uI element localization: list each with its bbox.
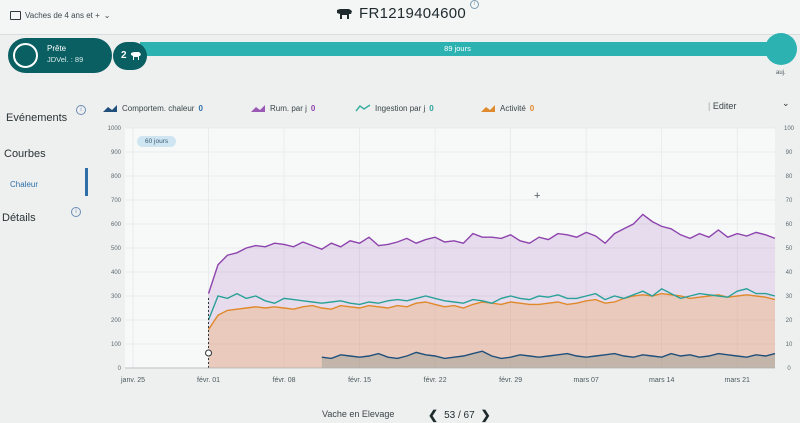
sidebar: Evénements i Courbes Chaleur Détails i (0, 100, 92, 400)
status-state: Prête (47, 44, 67, 53)
y-right-tick-label: 0 (787, 366, 791, 372)
legend-count: 0 (529, 103, 535, 113)
y-right-tick-label: 40 (786, 270, 793, 276)
bottom-navigation: Vache en Elevage ❮ 53 / 67 ❯ (0, 404, 800, 423)
events-info-icon[interactable]: i (76, 105, 86, 115)
status-pill: Prête JDVel. : 89 (8, 38, 112, 73)
y-right-tick-label: 80 (786, 174, 793, 180)
top-bar: Vaches de 4 ans et + ⌄ FR1219404600 i (0, 0, 800, 35)
legend-count: 0 (198, 103, 203, 113)
pager: ❮ 53 / 67 ❯ (428, 408, 491, 422)
y-left-tick-label: 600 (111, 222, 122, 228)
progress-days-label: 89 jours (444, 44, 471, 53)
lactation-badge: 2 (113, 42, 147, 70)
legend-item-activity[interactable]: Activité 0 (480, 103, 534, 113)
y-left-tick-label: 0 (118, 366, 122, 372)
edit-label: Editer (712, 101, 737, 111)
y-left-tick-label: 400 (111, 270, 122, 276)
x-tick-label: févr. 08 (273, 377, 296, 384)
herd-filter-label: Vaches de 4 ans et + (25, 11, 100, 20)
cow-state-label: Vache en Elevage (322, 409, 395, 419)
sidebar-item-heat[interactable]: Chaleur (10, 180, 39, 189)
sidebar-item-details[interactable]: Détails (2, 212, 36, 224)
line-chart: 0 0 100 10 200 20 300 30 400 40 500 50 600 60 700 70 800… (108, 126, 795, 384)
progress-end-marker (765, 33, 797, 65)
info-icon[interactable]: i (470, 0, 479, 9)
y-left-tick-label: 500 (111, 246, 122, 252)
x-tick-label: févr. 22 (424, 377, 447, 384)
y-left-tick-label: 300 (111, 294, 122, 300)
y-right-tick-label: 60 (786, 222, 793, 228)
herd-filter-dropdown[interactable]: Vaches de 4 ans et + ⌄ (10, 11, 111, 20)
status-ring-icon (13, 43, 38, 68)
legend-item-ingestion[interactable]: Ingestion par j 0 (355, 103, 434, 113)
area-chart-icon (251, 105, 265, 112)
y-left-tick-label: 200 (111, 318, 122, 324)
legend-count: 0 (310, 103, 316, 113)
y-right-tick-label: 10 (786, 342, 793, 348)
legend-label: Comportem. chaleur (122, 103, 195, 113)
y-right-tick-label: 90 (786, 150, 793, 156)
prev-cow-button[interactable]: ❮ (428, 408, 439, 422)
x-tick-label: mars 21 (725, 377, 750, 384)
folder-icon (10, 11, 21, 20)
chevron-down-icon[interactable]: ⌄ (782, 98, 790, 108)
y-right-tick-label: 50 (786, 246, 793, 252)
edit-divider: | (708, 101, 711, 111)
legend-count: 0 (429, 103, 434, 113)
series-line-ingestion-par-j (207, 287, 776, 321)
legend-item-rumination[interactable]: Rum. par j 0 (250, 103, 315, 113)
period-badge[interactable]: 60 jours (137, 136, 177, 147)
y-left-tick-label: 700 (111, 198, 122, 204)
chevron-down-icon: ⌄ (103, 11, 111, 20)
today-label: auj. (776, 70, 786, 76)
sidebar-item-events[interactable]: Evénements (6, 112, 68, 124)
series-area-rum-par-j (208, 214, 775, 368)
y-right-tick-label: 20 (786, 318, 793, 324)
x-tick-label: févr. 01 (197, 377, 220, 384)
status-jdvel: JDVel. : 89 (47, 55, 84, 64)
lactation-progress-bar: 89 jours (140, 42, 775, 56)
series-line-rum-par-j (207, 213, 776, 294)
cow-id-text: FR1219404600 (359, 5, 467, 22)
calving-marker-dot (205, 349, 213, 357)
y-right-tick-label: 30 (786, 294, 793, 300)
next-cow-button[interactable]: ❯ (480, 408, 491, 422)
active-indicator (85, 168, 88, 196)
chart-area: 0 0 100 10 200 20 300 30 400 40 500 50 600 60 700 70 800… (95, 118, 800, 390)
legend-label: Ingestion par j (375, 103, 426, 113)
line-chart-icon (355, 104, 371, 112)
y-left-tick-label: 800 (111, 174, 122, 180)
x-tick-label: févr. 29 (499, 377, 522, 384)
x-tick-label: mars 07 (574, 377, 599, 384)
calf-icon (131, 52, 141, 60)
cow-icon (337, 9, 352, 19)
y-left-tick-label: 1000 (108, 126, 122, 132)
legend-label: Rum. par j (270, 103, 307, 113)
cow-id-title: FR1219404600 (335, 5, 466, 22)
series-area-comportem-chaleur (321, 351, 775, 368)
y-right-tick-label: 100 (784, 126, 795, 132)
y-left-tick-label: 100 (111, 342, 122, 348)
crosshair-icon: + (534, 190, 541, 202)
series-line-comportem-chaleur (321, 350, 776, 360)
x-tick-label: janv. 25 (120, 377, 145, 384)
lactation-number: 2 (121, 50, 127, 61)
x-tick-label: févr. 15 (348, 377, 371, 384)
details-info-icon[interactable]: i (71, 207, 81, 217)
y-right-tick-label: 70 (786, 198, 793, 204)
y-left-tick-label: 900 (111, 150, 122, 156)
series-area-activit (208, 293, 775, 368)
sidebar-item-curves[interactable]: Courbes (4, 148, 46, 160)
pager-count: 53 / 67 (444, 409, 475, 421)
legend-item-heat[interactable]: Comportem. chaleur 0 (102, 103, 203, 113)
area-chart-icon (481, 105, 495, 112)
x-tick-label: mars 14 (649, 377, 674, 384)
area-chart-icon (103, 105, 117, 112)
legend-label: Activité (500, 103, 526, 113)
edit-button[interactable]: | Editer (708, 101, 736, 111)
